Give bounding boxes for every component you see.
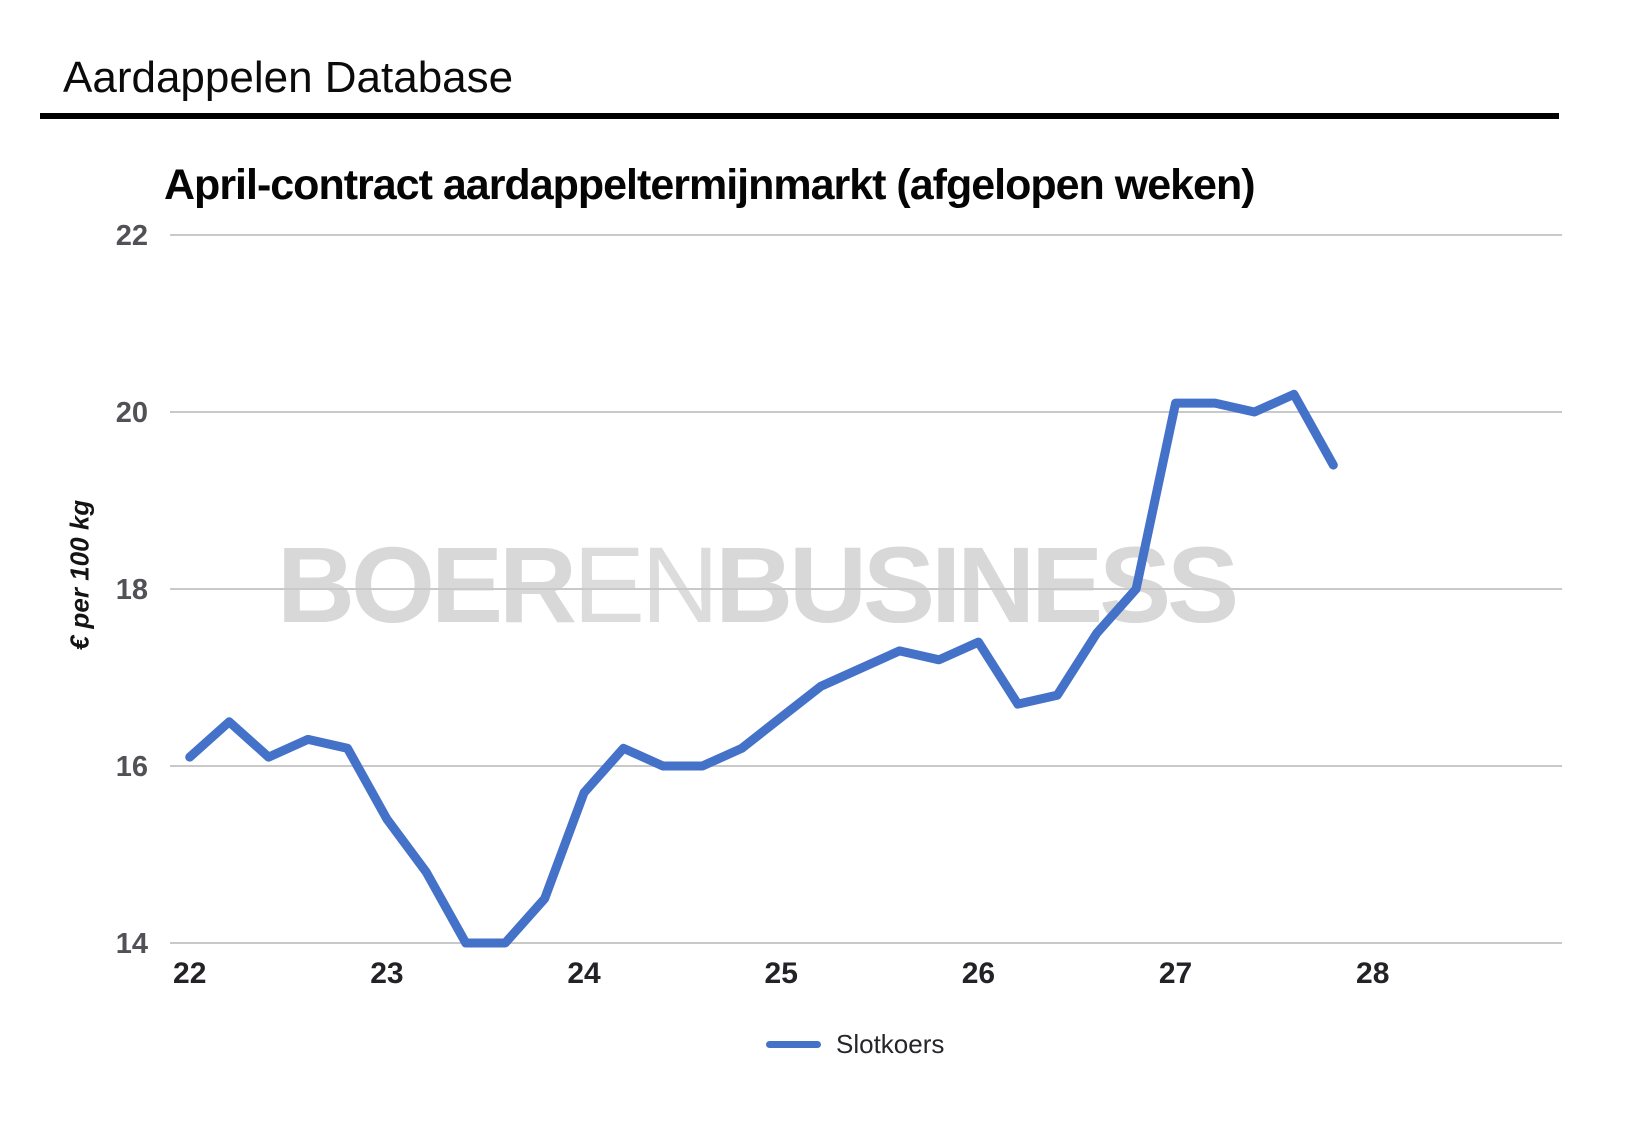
x-tick-label-25: 25	[765, 957, 798, 990]
x-tick-label-23: 23	[370, 957, 403, 990]
header-divider	[40, 113, 1559, 119]
page-title: Aardappelen Database	[63, 53, 514, 102]
y-tick-label-20: 20	[116, 397, 148, 429]
boerenbusiness-watermark: BOERENBUSINESS	[277, 531, 1239, 639]
watermark-part-en: EN	[573, 524, 719, 645]
x-tick-label-26: 26	[962, 957, 995, 990]
y-axis-title: € per 100 kg	[64, 499, 95, 651]
legend-series-label: Slotkoers	[836, 1028, 945, 1059]
y-tick-label-18: 18	[116, 574, 148, 606]
y-tick-label-16: 16	[116, 751, 148, 783]
legend: Slotkoers	[766, 1028, 945, 1059]
watermark-part-business: BUSINESS	[715, 524, 1239, 645]
legend-line-swatch	[766, 1040, 821, 1048]
chart-title: April-contract aardappeltermijnmarkt (af…	[164, 161, 1256, 209]
watermark-part-boer: BOER	[277, 524, 577, 645]
y-tick-label-14: 14	[116, 928, 148, 960]
x-tick-label-24: 24	[567, 957, 601, 990]
x-tick-label-28: 28	[1356, 957, 1389, 990]
x-tick-label-22: 22	[173, 957, 206, 990]
x-tick-label-27: 27	[1159, 957, 1192, 990]
y-tick-label-22: 22	[116, 220, 148, 252]
series-line-slotkoers[interactable]	[185, 389, 1338, 948]
